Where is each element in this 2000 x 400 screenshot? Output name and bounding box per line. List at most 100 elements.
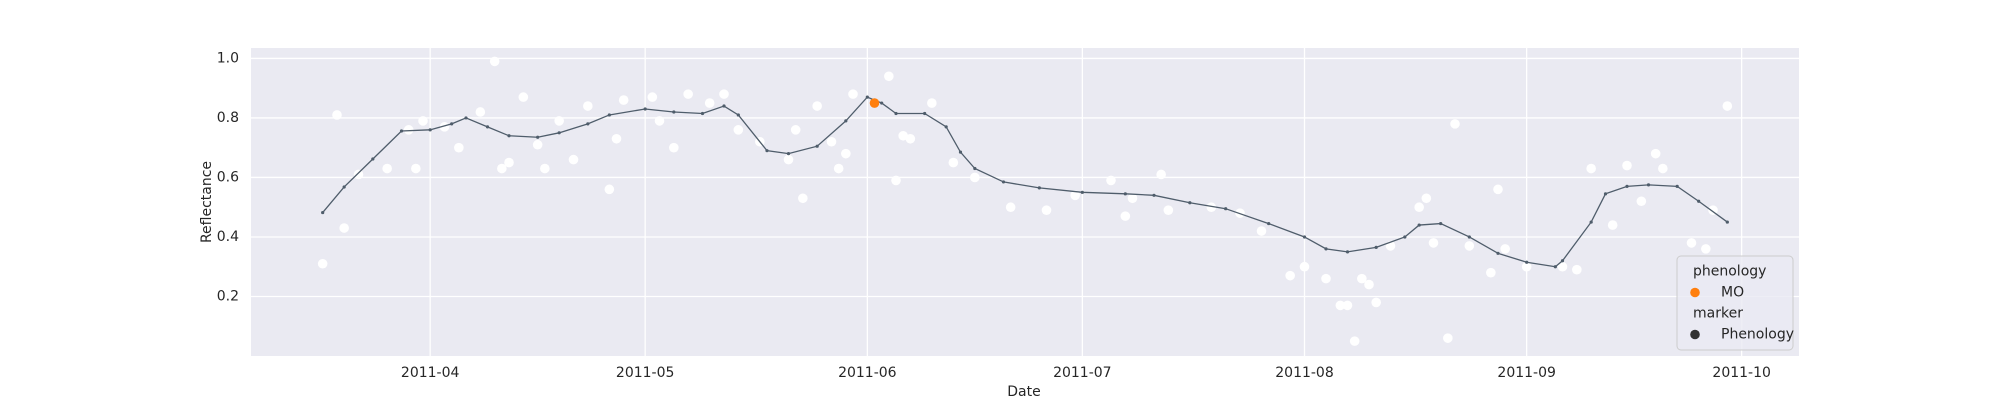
line-point <box>485 125 490 129</box>
line-point <box>672 110 676 114</box>
scatter-point <box>1127 193 1138 204</box>
scatter-point <box>568 154 579 165</box>
scatter-point <box>353 169 364 180</box>
scatter-point <box>504 157 514 168</box>
scatter-point <box>1421 193 1432 204</box>
scatter-point <box>1163 205 1174 215</box>
line-point <box>321 210 325 215</box>
line-point <box>973 166 977 171</box>
y-tick-label: 0.8 <box>217 110 239 126</box>
y-tick-label: 0.4 <box>217 229 239 245</box>
scatter-point <box>1572 264 1582 275</box>
scatter-point <box>1686 238 1697 248</box>
scatter-point <box>1557 261 1568 272</box>
scatter-point <box>848 89 858 99</box>
scatter-point <box>783 154 794 165</box>
y-tick-label: 1.0 <box>217 50 239 66</box>
scatter-point <box>1335 300 1346 311</box>
line-point <box>1324 247 1328 251</box>
scatter-point <box>654 116 665 126</box>
line-point <box>1467 235 1471 239</box>
scatter-point <box>704 98 715 108</box>
y-tick-label: 0.2 <box>217 288 239 304</box>
line-point <box>1603 192 1608 196</box>
scatter-point <box>970 172 980 183</box>
scatter-point <box>339 223 349 233</box>
line-point <box>1080 190 1084 194</box>
x-tick-label: 2011-07 <box>1053 365 1112 381</box>
line-point <box>1188 201 1192 205</box>
scatter-point <box>1357 273 1367 284</box>
line-point <box>428 128 432 132</box>
scatter-point <box>790 125 801 135</box>
line-point <box>464 116 468 120</box>
scatter-point <box>1722 101 1733 111</box>
scatter-point <box>1650 148 1661 159</box>
scatter-point <box>554 116 564 126</box>
scatter-point <box>1206 202 1217 213</box>
scatter-point <box>1521 261 1532 272</box>
line-point <box>1725 220 1729 224</box>
scatter-point <box>1041 205 1052 215</box>
line-point <box>1267 221 1271 226</box>
line-point <box>557 131 561 135</box>
scatter-point <box>497 163 507 174</box>
line-point <box>1152 193 1156 197</box>
scatter-point <box>826 136 837 147</box>
scatter-point <box>532 139 543 150</box>
scatter-point <box>439 122 450 132</box>
scatter-point <box>403 125 414 135</box>
line-point <box>736 113 740 117</box>
scatter-point <box>841 148 851 159</box>
legend: phenology MO marker Phenology <box>1676 255 1794 351</box>
line-point <box>700 111 705 116</box>
scatter-point <box>1622 160 1632 171</box>
line-point <box>722 104 726 108</box>
line-point <box>586 122 590 126</box>
line-point <box>1625 184 1629 188</box>
scatter-point <box>1493 184 1503 195</box>
legend-label: MO <box>1721 285 1744 301</box>
y-axis-label: Reflectance <box>199 161 215 243</box>
line-point <box>944 125 948 129</box>
scatter-point <box>1299 261 1310 272</box>
legend-title: marker <box>1693 306 1743 322</box>
line-point <box>450 122 454 126</box>
scatter-point <box>1636 196 1647 207</box>
line-point <box>1037 186 1041 190</box>
scatter-point <box>1256 226 1267 236</box>
scatter-point <box>833 163 844 174</box>
legend-label: Phenology <box>1721 327 1794 343</box>
scatter-point <box>1371 297 1381 308</box>
grid <box>251 48 1799 356</box>
line-point <box>815 144 819 148</box>
scatter-point <box>1106 175 1116 186</box>
line-point <box>1496 251 1500 255</box>
scatter-point <box>475 107 486 117</box>
y-tick-label: 0.6 <box>217 169 239 185</box>
x-tick-label: 2011-08 <box>1275 365 1334 381</box>
scatter-point <box>1708 205 1718 215</box>
scatter-point <box>1500 244 1510 254</box>
scatter-point <box>604 184 615 195</box>
scatter-point <box>411 163 421 174</box>
scatter-point <box>1414 202 1424 213</box>
line-point <box>1439 221 1443 226</box>
scatter-point <box>719 89 729 99</box>
scatter-point <box>518 92 529 102</box>
scatter-point <box>540 163 550 174</box>
line-point <box>844 119 848 123</box>
scatter-point <box>454 142 464 153</box>
line-point <box>399 129 404 133</box>
legend-marker <box>1690 287 1700 298</box>
line-point <box>1302 235 1307 239</box>
scatter-point <box>812 101 822 111</box>
scatter-point <box>948 157 959 168</box>
line-point <box>1123 192 1127 196</box>
scatter-point <box>317 258 328 269</box>
legend-marker <box>1690 329 1700 340</box>
line-point <box>1224 207 1228 211</box>
scatter-point <box>1120 211 1131 221</box>
scatter-point <box>683 89 693 99</box>
scatter-point <box>611 133 622 144</box>
